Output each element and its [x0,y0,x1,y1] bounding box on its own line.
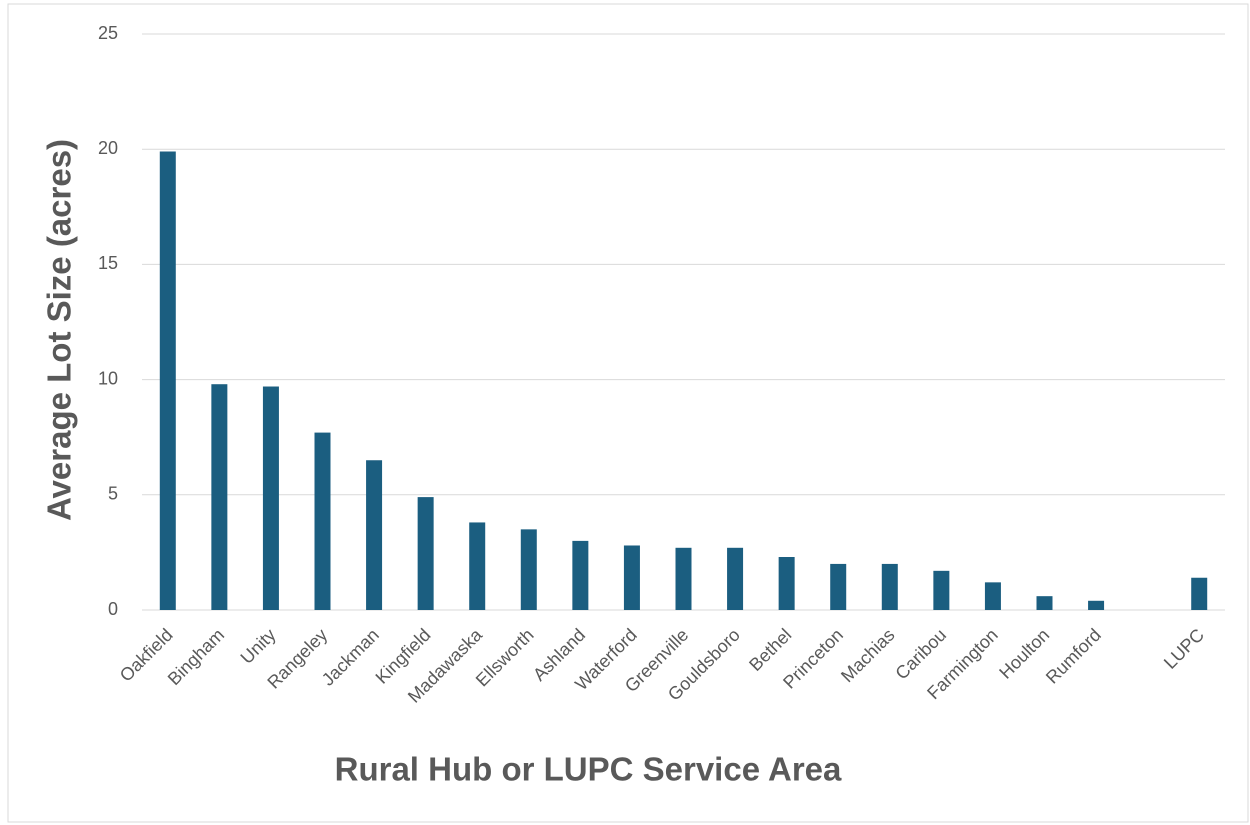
bar [727,547,744,610]
bar [881,563,898,610]
bar [469,522,486,610]
bar [366,460,383,610]
bar [623,545,640,610]
y-tick-label: 15 [98,253,118,273]
y-axis-title: Average Lot Size (acres) [41,139,78,521]
bar [520,529,537,610]
bar [417,497,434,610]
bar [262,386,279,610]
bar [1036,596,1053,610]
bar [1191,577,1208,610]
bar [1088,600,1105,610]
y-tick-label: 10 [98,368,118,388]
bar [778,557,795,610]
bar [159,151,176,610]
bar [314,432,331,610]
bar [675,547,692,610]
y-tick-label: 25 [98,23,118,43]
bar [830,563,847,610]
y-tick-label: 20 [98,138,118,158]
y-tick-label: 5 [108,484,118,504]
y-tick-label: 0 [108,599,118,619]
bar [211,384,228,610]
bar [933,570,950,610]
chart-frame [7,3,1249,823]
bar [984,582,1001,610]
bar [572,540,589,610]
x-axis-title: Rural Hub or LUPC Service Area [335,751,842,788]
